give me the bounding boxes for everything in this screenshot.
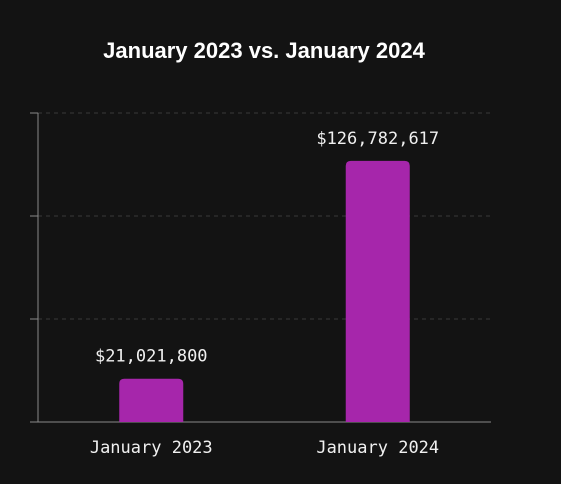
value-label: $126,782,617 xyxy=(316,129,439,149)
x-tick-label: January 2024 xyxy=(316,438,439,458)
chart-title: January 2023 vs. January 2024 xyxy=(103,38,425,63)
value-label: $21,021,800 xyxy=(95,347,208,367)
bar xyxy=(345,160,410,422)
x-tick-label: January 2023 xyxy=(90,438,213,458)
bar xyxy=(119,378,184,422)
